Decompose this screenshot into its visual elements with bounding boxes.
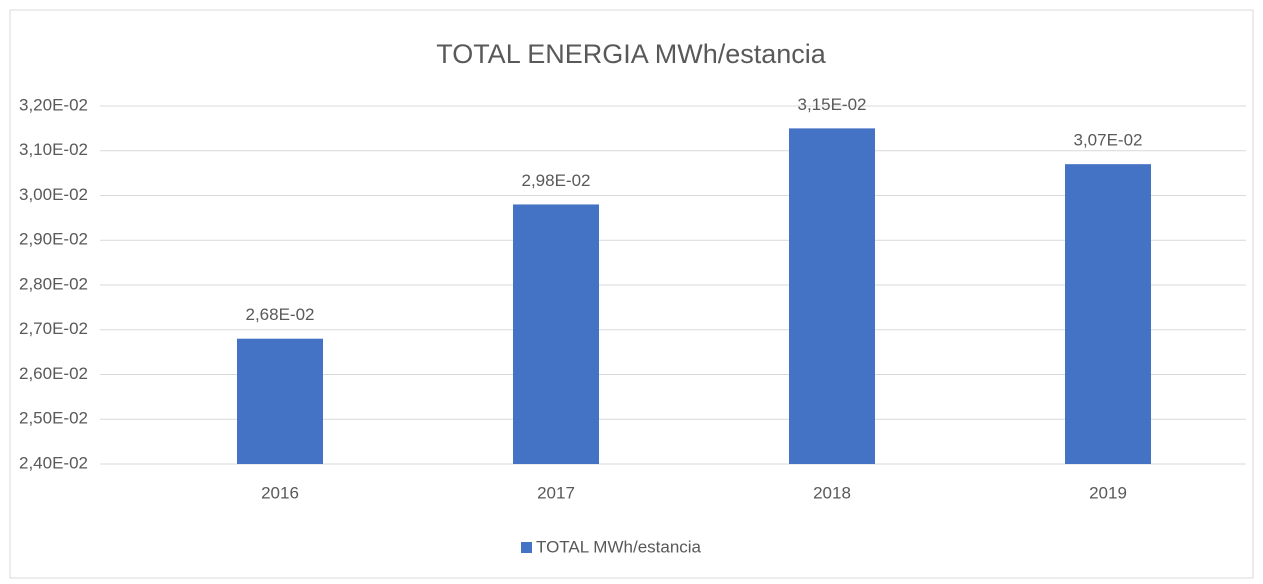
bar [789,128,875,464]
x-tick-label: 2017 [537,483,575,502]
y-tick-label: 2,50E-02 [19,409,88,428]
y-tick-label: 2,80E-02 [19,274,88,293]
legend-label: TOTAL MWh/estancia [536,537,702,556]
y-tick-label: 3,20E-02 [19,95,88,114]
data-label: 3,15E-02 [798,95,867,114]
bar [1065,164,1151,465]
legend-swatch [521,542,532,553]
data-label: 3,07E-02 [1074,131,1143,150]
x-tick-label: 2018 [813,483,851,502]
y-tick-label: 2,40E-02 [19,453,88,472]
chart-title: TOTAL ENERGIA MWh/estancia [436,39,827,69]
x-tick-label: 2016 [261,483,299,502]
y-tick-label: 3,10E-02 [19,140,88,159]
y-tick-label: 2,60E-02 [19,364,88,383]
x-tick-label: 2019 [1089,483,1127,502]
y-tick-label: 2,90E-02 [19,230,88,249]
chart-border [9,9,1254,579]
data-label: 2,98E-02 [522,171,591,190]
bar [237,338,323,464]
y-tick-label: 2,70E-02 [19,319,88,338]
data-label: 2,68E-02 [246,305,315,324]
bar [513,204,599,464]
y-tick-label: 3,00E-02 [19,185,88,204]
